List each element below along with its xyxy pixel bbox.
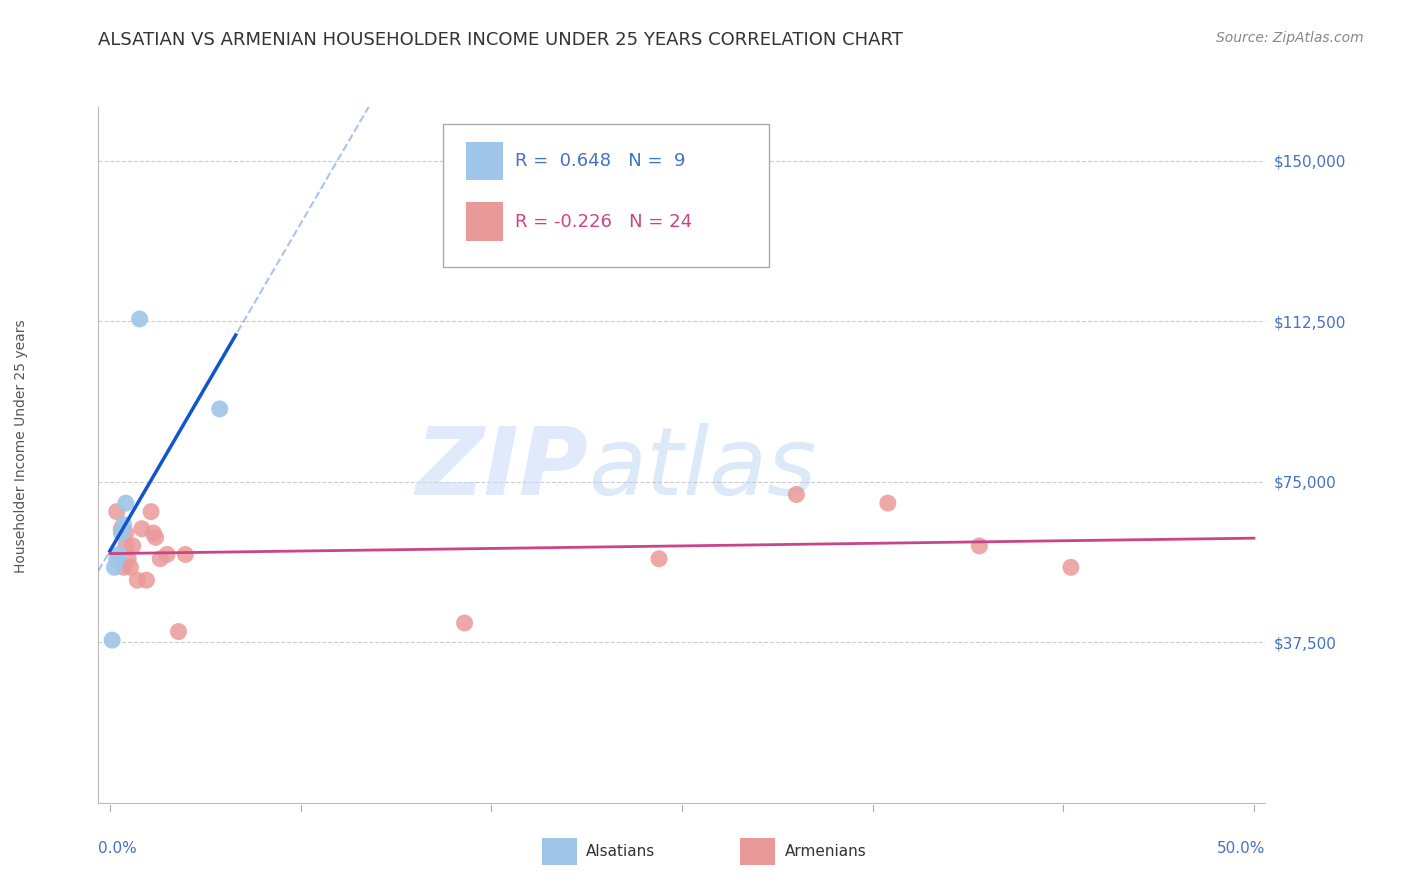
Point xyxy=(117,551,139,566)
Point xyxy=(156,548,179,562)
Point xyxy=(453,615,475,630)
Text: 0.0%: 0.0% xyxy=(98,841,138,856)
Point xyxy=(110,522,132,536)
Text: ALSATIAN VS ARMENIAN HOUSEHOLDER INCOME UNDER 25 YEARS CORRELATION CHART: ALSATIAN VS ARMENIAN HOUSEHOLDER INCOME … xyxy=(98,31,903,49)
Point xyxy=(785,487,807,501)
Point xyxy=(135,573,157,587)
Text: Armenians: Armenians xyxy=(785,844,866,859)
Point xyxy=(131,522,153,536)
Point xyxy=(142,526,165,541)
Point xyxy=(969,539,991,553)
Text: atlas: atlas xyxy=(589,424,817,515)
Point xyxy=(876,496,898,510)
Text: ZIP: ZIP xyxy=(416,423,589,515)
Point xyxy=(174,548,197,562)
Point xyxy=(115,526,138,541)
Point xyxy=(648,551,671,566)
Point xyxy=(120,560,142,574)
FancyBboxPatch shape xyxy=(741,838,775,865)
Point xyxy=(105,505,128,519)
FancyBboxPatch shape xyxy=(541,838,576,865)
FancyBboxPatch shape xyxy=(465,202,503,241)
Text: Alsatians: Alsatians xyxy=(586,844,655,859)
FancyBboxPatch shape xyxy=(443,124,769,267)
Point xyxy=(121,539,143,553)
Text: 50.0%: 50.0% xyxy=(1218,841,1265,856)
Text: R =  0.648   N =  9: R = 0.648 N = 9 xyxy=(515,152,686,169)
FancyBboxPatch shape xyxy=(465,142,503,180)
Text: Source: ZipAtlas.com: Source: ZipAtlas.com xyxy=(1216,31,1364,45)
Point xyxy=(115,496,138,510)
Point xyxy=(103,560,125,574)
Text: R = -0.226   N = 24: R = -0.226 N = 24 xyxy=(515,213,692,231)
Point xyxy=(127,573,149,587)
Point xyxy=(115,539,138,553)
Point xyxy=(108,548,131,562)
Point xyxy=(139,505,162,519)
Point xyxy=(112,517,135,532)
Point xyxy=(1060,560,1083,574)
Point xyxy=(110,526,132,541)
Point xyxy=(149,551,172,566)
Point xyxy=(145,530,167,544)
Point xyxy=(101,633,124,648)
Text: Householder Income Under 25 years: Householder Income Under 25 years xyxy=(14,319,28,573)
Point xyxy=(112,560,135,574)
Point xyxy=(105,551,128,566)
Point xyxy=(128,312,150,326)
Point xyxy=(208,401,231,416)
Point xyxy=(167,624,190,639)
